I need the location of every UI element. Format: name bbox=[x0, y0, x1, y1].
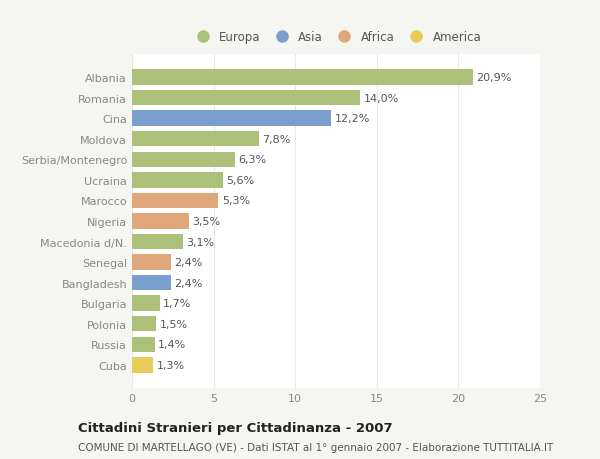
Text: 3,1%: 3,1% bbox=[186, 237, 214, 247]
Text: 12,2%: 12,2% bbox=[334, 114, 370, 124]
Bar bbox=[132, 358, 153, 373]
Bar bbox=[132, 152, 235, 168]
Text: 14,0%: 14,0% bbox=[364, 94, 399, 103]
Bar bbox=[132, 70, 473, 85]
Text: 1,4%: 1,4% bbox=[158, 340, 187, 349]
Bar bbox=[132, 275, 171, 291]
Bar bbox=[132, 111, 331, 127]
Text: 20,9%: 20,9% bbox=[476, 73, 512, 83]
Text: 1,5%: 1,5% bbox=[160, 319, 188, 329]
Text: 1,7%: 1,7% bbox=[163, 298, 191, 308]
Bar bbox=[132, 234, 182, 250]
Bar bbox=[132, 91, 361, 106]
Bar bbox=[132, 173, 223, 188]
Text: 5,3%: 5,3% bbox=[222, 196, 250, 206]
Bar bbox=[132, 316, 157, 332]
Bar bbox=[132, 132, 259, 147]
Text: 6,3%: 6,3% bbox=[238, 155, 266, 165]
Bar bbox=[132, 214, 189, 229]
Bar bbox=[132, 337, 155, 352]
Text: 3,5%: 3,5% bbox=[193, 217, 221, 226]
Bar bbox=[132, 296, 160, 311]
Text: Cittadini Stranieri per Cittadinanza - 2007: Cittadini Stranieri per Cittadinanza - 2… bbox=[78, 421, 392, 434]
Text: 1,3%: 1,3% bbox=[157, 360, 185, 370]
Bar bbox=[132, 193, 218, 209]
Text: 2,4%: 2,4% bbox=[175, 257, 203, 268]
Text: 5,6%: 5,6% bbox=[227, 175, 255, 185]
Bar bbox=[132, 255, 171, 270]
Text: 7,8%: 7,8% bbox=[263, 134, 291, 145]
Text: COMUNE DI MARTELLAGO (VE) - Dati ISTAT al 1° gennaio 2007 - Elaborazione TUTTITA: COMUNE DI MARTELLAGO (VE) - Dati ISTAT a… bbox=[78, 442, 553, 452]
Text: 2,4%: 2,4% bbox=[175, 278, 203, 288]
Legend: Europa, Asia, Africa, America: Europa, Asia, Africa, America bbox=[187, 28, 485, 48]
